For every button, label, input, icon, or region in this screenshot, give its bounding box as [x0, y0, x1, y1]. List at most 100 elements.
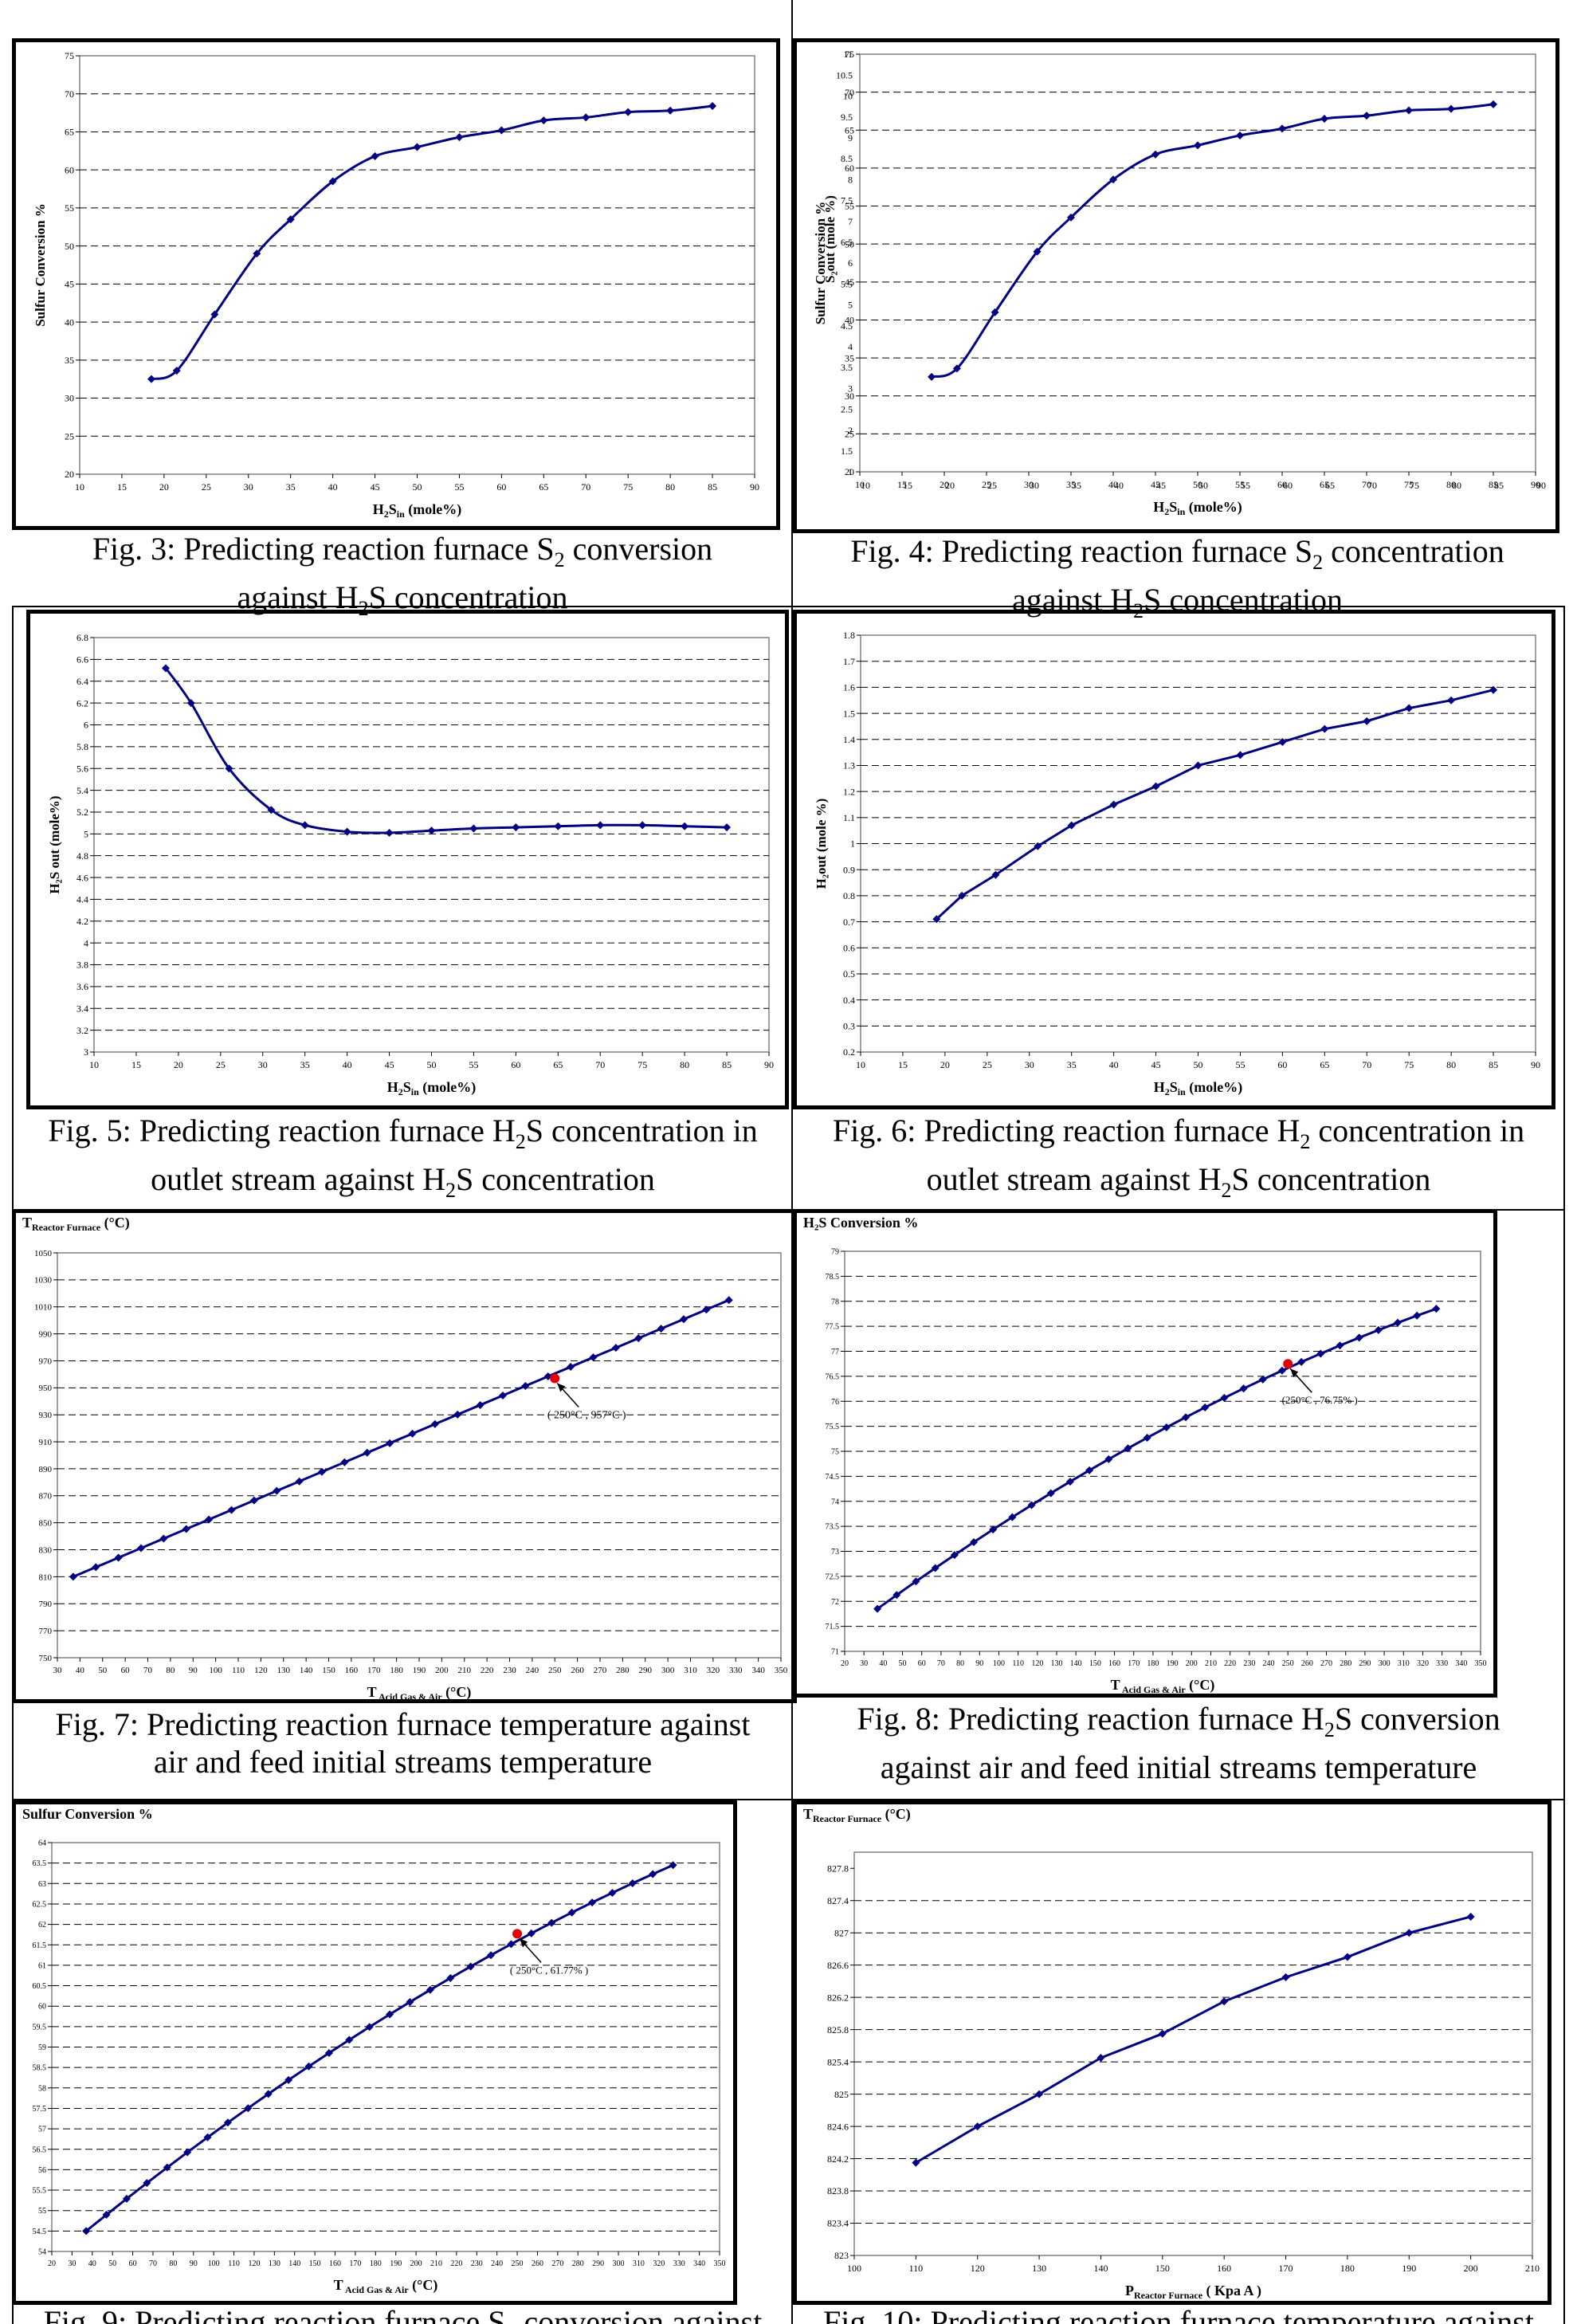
- y-tick-label: 825.8: [827, 2024, 849, 2035]
- y-tick-label: 61.5: [33, 1941, 47, 1950]
- x-axis-label-part: 2: [1164, 506, 1169, 517]
- data-point: [1158, 2029, 1167, 2038]
- x-tick-label: 60: [511, 1059, 520, 1070]
- y-tick-label: 35: [65, 355, 74, 366]
- series-line: [85, 1863, 674, 2232]
- x-axis-label-part: H: [1154, 1079, 1165, 1095]
- x-tick-label: 80: [665, 481, 675, 493]
- x-tick-label: 270: [551, 2259, 563, 2268]
- y-tick-label: 0.4: [843, 995, 855, 1006]
- y-tick-label: 74: [831, 1498, 839, 1506]
- x-axis-label-part: P: [1125, 2283, 1134, 2298]
- y-tick-label: 61: [38, 1961, 46, 1970]
- figure-5-caption: Fig. 5: Predicting reaction furnace H2S …: [48, 1113, 758, 1202]
- y-axis-label: Sulfur Conversion %: [22, 1806, 153, 1822]
- y-tick-label: 824.6: [827, 2121, 849, 2132]
- x-tick-label-secondary: 80: [1452, 480, 1461, 491]
- x-tick-label: 20: [940, 479, 949, 490]
- y-tick-label: 60: [38, 2003, 46, 2012]
- y-tick-label: 71: [831, 1648, 839, 1657]
- data-point: [147, 375, 155, 383]
- x-axis-label-part: S: [1170, 1079, 1178, 1095]
- x-tick-label: 270: [594, 1666, 607, 1675]
- data-point: [1201, 1403, 1210, 1411]
- data-point: [172, 367, 181, 375]
- data-point: [1278, 124, 1286, 133]
- figure-7-caption: Fig. 7: Predicting reaction furnace temp…: [55, 1706, 751, 1780]
- data-point: [1320, 724, 1329, 733]
- y-tick-label: 6: [84, 720, 88, 731]
- y-tick-label: 990: [39, 1329, 53, 1339]
- x-tick-label: 10: [855, 479, 865, 490]
- data-point: [343, 827, 351, 836]
- x-tick-label: 55: [469, 1059, 478, 1070]
- data-point: [1278, 738, 1287, 747]
- y-tick-label: 850: [39, 1519, 53, 1529]
- x-axis-label: T Acid Gas & Air (°C): [334, 2277, 438, 2295]
- data-point: [567, 1908, 576, 1917]
- y-tick-label: 35: [845, 352, 854, 363]
- data-point: [588, 1898, 597, 1907]
- data-point: [1432, 1305, 1441, 1313]
- data-point: [624, 108, 633, 116]
- x-tick-label: 10: [89, 1059, 99, 1070]
- y-tick-label: 824.2: [827, 2153, 849, 2165]
- x-tick-label: 260: [571, 1666, 584, 1675]
- data-point: [365, 2023, 374, 2032]
- x-tick-label: 150: [309, 2259, 321, 2268]
- data-point: [1220, 1393, 1229, 1402]
- y-tick-label-secondary: 6: [848, 257, 853, 269]
- x-tick-label: 340: [1455, 1659, 1467, 1668]
- y-tick-label: 750: [39, 1654, 53, 1663]
- x-tick-label: 180: [1340, 2263, 1355, 2274]
- x-tick-label: 160: [1217, 2263, 1231, 2274]
- x-tick-label: 90: [190, 2259, 198, 2268]
- data-point: [679, 1315, 688, 1324]
- y-tick-label: 910: [39, 1438, 53, 1447]
- x-tick-label: 30: [53, 1666, 63, 1675]
- x-tick-label: 230: [503, 1666, 516, 1675]
- x-tick-label: 50: [98, 1666, 108, 1675]
- x-tick-label: 250: [1282, 1659, 1294, 1668]
- y-tick-label: 0.3: [843, 1021, 855, 1032]
- y-tick-label-secondary: 4.5: [841, 320, 853, 332]
- y-tick-label: 40: [65, 316, 74, 328]
- x-tick-label: 260: [532, 2259, 543, 2268]
- x-tick-label: 270: [1320, 1659, 1332, 1668]
- y-tick-label: 72.5: [826, 1572, 840, 1581]
- table-divider-vertical: [791, 0, 793, 2324]
- y-tick-label: 58.5: [33, 2064, 47, 2073]
- x-tick-label: 30: [68, 2259, 76, 2268]
- annotation-label: ( 250°C , 61.77% ): [510, 1964, 588, 1976]
- data-point: [244, 2104, 253, 2113]
- y-tick-label-secondary: 6.5: [841, 237, 853, 248]
- highlight-point: [550, 1373, 560, 1384]
- data-point: [958, 891, 967, 900]
- data-point: [186, 699, 195, 708]
- figure-3-caption: Fig. 3: Predicting reaction furnace S2 c…: [92, 531, 713, 620]
- data-point: [466, 1962, 475, 1971]
- x-tick-label-secondary: 75: [1410, 480, 1419, 491]
- data-point: [203, 2133, 212, 2141]
- y-tick-label-secondary: 1: [848, 466, 853, 477]
- y-tick-label: 830: [39, 1545, 53, 1555]
- data-point: [1405, 1929, 1414, 1937]
- y-tick-label-secondary: 3.5: [841, 362, 853, 373]
- plot-area: [79, 55, 755, 475]
- x-tick-label: 160: [1108, 1659, 1120, 1668]
- y-tick-label: 770: [39, 1627, 53, 1636]
- y-tick-label-secondary: 4: [848, 341, 853, 352]
- x-axis-label-part: H: [1153, 499, 1164, 515]
- x-axis-label-part: 2: [398, 1086, 403, 1097]
- data-point: [1281, 1973, 1290, 1981]
- data-point: [1447, 104, 1455, 113]
- data-point: [430, 1419, 439, 1428]
- y-tick-label: 3.6: [76, 981, 88, 992]
- x-tick-label-secondary: 90: [1536, 480, 1546, 491]
- y-tick-label: 78.5: [826, 1273, 840, 1282]
- x-tick-label: 120: [1031, 1659, 1043, 1668]
- y-tick-label: 890: [39, 1465, 53, 1474]
- x-tick-label: 75: [637, 1059, 647, 1070]
- x-tick-label: 110: [228, 2259, 240, 2268]
- x-tick-label: 140: [1070, 1659, 1082, 1668]
